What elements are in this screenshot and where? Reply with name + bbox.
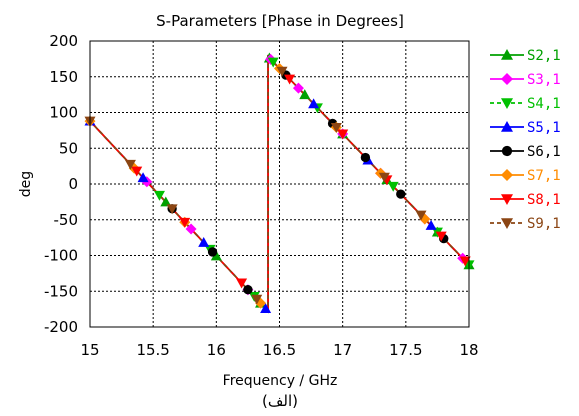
legend-marker	[501, 145, 513, 157]
data-point	[435, 231, 447, 242]
data-point	[378, 172, 390, 183]
x-tick-labels: 15 15.5 16 16.5 17 17.5 18	[80, 341, 478, 359]
legend-label: S3,1	[527, 72, 561, 88]
data-point	[292, 82, 304, 94]
data-point	[153, 190, 165, 201]
data-point	[284, 74, 296, 85]
data-point	[166, 204, 178, 215]
data-point	[387, 181, 399, 192]
chart-title: S-Parameters [Phase in Degrees]	[156, 12, 404, 30]
legend-label: S2,1	[527, 48, 561, 64]
data-point	[330, 122, 342, 133]
data-point	[251, 294, 263, 305]
y-tick-label: 150	[49, 68, 78, 86]
y-axis-label: deg	[18, 171, 34, 197]
y-tick-label: 200	[49, 32, 78, 50]
legend-marker	[501, 218, 513, 229]
data-point	[124, 159, 136, 170]
y-tick-label: 100	[49, 104, 78, 122]
x-tick-label: 16	[207, 341, 226, 359]
legend-label: S9,1	[527, 216, 561, 232]
data-point	[425, 220, 437, 230]
x-tick-label: 18	[459, 341, 478, 359]
y-tick-label: -150	[44, 282, 78, 300]
data-point	[459, 256, 471, 267]
x-tick-label: 15.5	[136, 341, 169, 359]
x-tick-label: 17.5	[389, 341, 422, 359]
legend-marker	[501, 73, 513, 85]
data-point	[160, 196, 172, 207]
legend-marker	[501, 121, 513, 132]
data-point	[360, 152, 371, 163]
x-axis-label: Frequency / GHz	[223, 373, 338, 389]
figure-caption: (الف)	[262, 392, 298, 410]
data-point	[207, 247, 218, 257]
grid-lines	[90, 41, 469, 327]
data-point	[198, 236, 210, 247]
legend-label: S6,1	[527, 144, 561, 160]
data-point	[185, 223, 197, 235]
legend: S2,1 S3,1 S4,1 S5,1 S6,1 S7,1 S8,1 S9,1	[490, 48, 561, 232]
y-tick-label: 50	[59, 139, 78, 157]
data-point	[260, 303, 272, 313]
data-point	[337, 129, 349, 140]
data-point	[255, 297, 267, 309]
data-point	[210, 250, 222, 261]
legend-label: S5,1	[527, 120, 561, 136]
y-tick-label: -50	[54, 211, 79, 229]
y-tick-label: -100	[44, 247, 78, 265]
data-point	[396, 189, 406, 199]
x-tick-label: 17	[333, 341, 352, 359]
data-point	[137, 172, 149, 183]
data-point	[267, 57, 279, 68]
legend-label: S4,1	[527, 96, 561, 112]
data-point	[131, 166, 143, 177]
data-markers	[84, 52, 475, 313]
data-point	[236, 278, 248, 289]
y-tick-label: -200	[44, 318, 78, 336]
legend-marker	[501, 98, 513, 109]
legend-marker	[501, 194, 513, 205]
legend-marker	[501, 49, 513, 60]
y-tick-label: 0	[68, 175, 78, 193]
x-tick-label: 16.5	[263, 341, 296, 359]
x-tick-label: 15	[80, 341, 99, 359]
data-point	[243, 285, 253, 295]
legend-label: S8,1	[527, 192, 561, 208]
data-point	[415, 210, 427, 221]
data-point	[276, 66, 288, 77]
legend-label: S7,1	[527, 168, 561, 184]
legend-marker	[501, 169, 513, 181]
plot-frame	[89, 40, 470, 328]
data-point	[299, 89, 311, 100]
y-tick-labels: 200 150 100 50 0 -50 -100 -150 -200	[44, 32, 78, 336]
data-point	[179, 217, 191, 228]
data-point	[308, 98, 320, 109]
